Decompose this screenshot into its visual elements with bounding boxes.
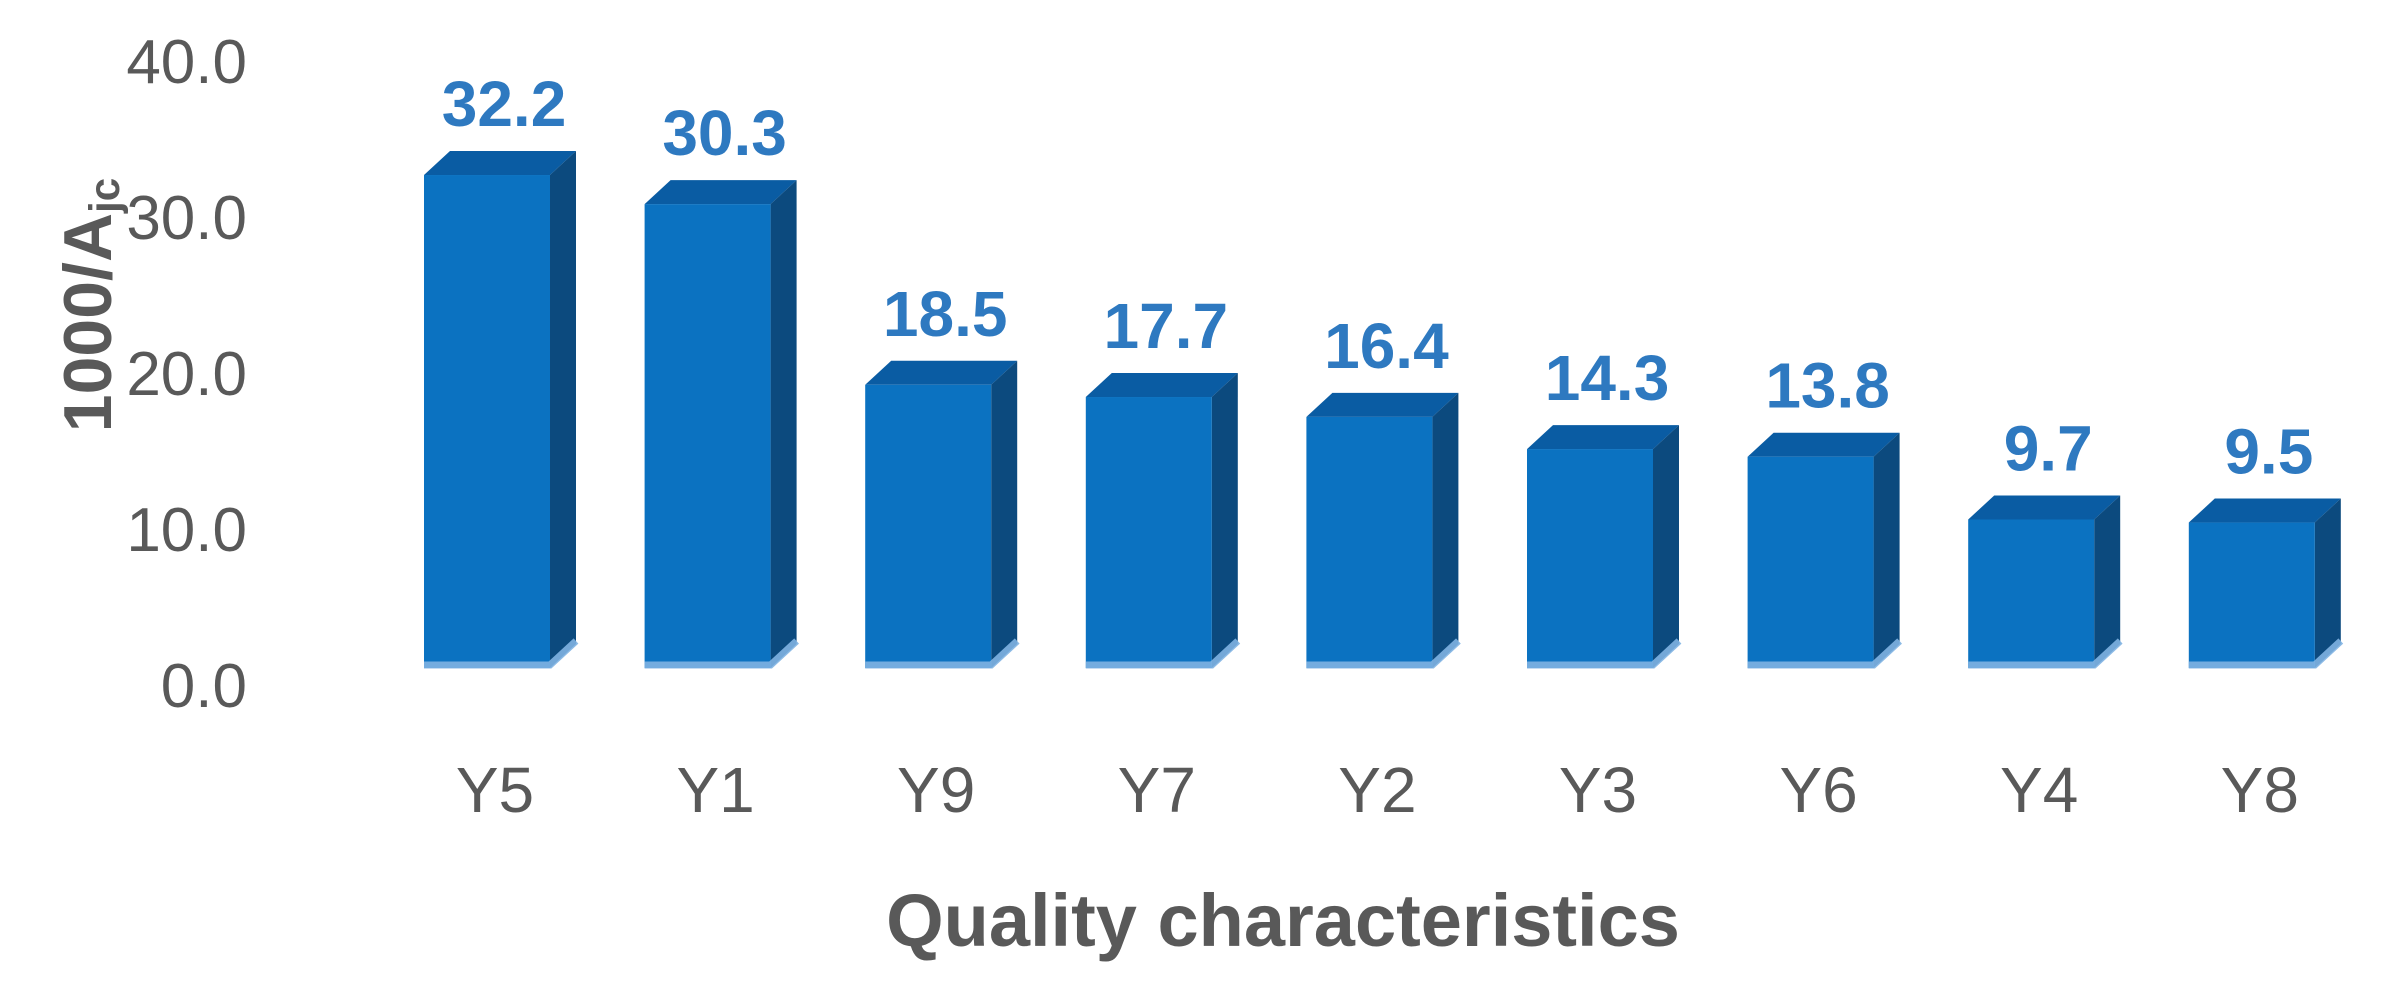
bar-bottom-edge [1747, 638, 1902, 669]
y-tick-label: 10.0 [126, 496, 247, 565]
x-axis-title: Quality characteristics [886, 879, 1680, 962]
bar-front-face [1085, 397, 1212, 668]
bar-top-face [424, 151, 576, 176]
y-tick-label: 40.0 [126, 28, 247, 97]
bar-bottom-edge [1306, 638, 1461, 669]
bar-side-face [770, 180, 797, 668]
bar-side-face [1211, 373, 1238, 668]
bar-value-label: 9.5 [2224, 416, 2313, 488]
bar-value-label: 16.4 [1324, 310, 1449, 382]
x-category-label: Y5 [456, 754, 534, 826]
bar-side-face [991, 360, 1018, 668]
bar-bottom-edge [1968, 638, 2123, 669]
bar-bottom-edge [865, 638, 1020, 669]
bar-side-face [2314, 498, 2341, 668]
bar-top-face [1306, 392, 1459, 417]
x-category-label: Y3 [1559, 754, 1637, 826]
x-category-label: Y6 [1779, 754, 1857, 826]
bar-top-face [865, 360, 1018, 385]
bar-front-face [1968, 519, 2095, 668]
bar-bottom-edge [1085, 638, 1241, 669]
bar-bottom-edge [2188, 638, 2344, 669]
bar-value-label: 17.7 [1104, 290, 1229, 362]
x-category-label: Y2 [1338, 754, 1416, 826]
bar-front-face [424, 175, 550, 668]
bar-side-face [1653, 425, 1679, 668]
bar-top-face [644, 180, 797, 205]
x-category-label: Y7 [1118, 754, 1196, 826]
bar-front-face [1747, 456, 1874, 668]
bar-bottom-edge [644, 638, 799, 669]
y-tick-label: 30.0 [126, 184, 247, 253]
bar-bottom-edge [424, 638, 579, 669]
x-category-label: Y4 [2000, 754, 2078, 826]
x-category-label: Y8 [2221, 754, 2299, 826]
y-tick-label: 0.0 [161, 652, 247, 721]
bar-front-face [1527, 449, 1653, 668]
bar-top-face [2188, 498, 2341, 523]
x-category-label: Y9 [897, 754, 975, 826]
bar-value-label: 18.5 [883, 278, 1008, 350]
bar-top-face [1527, 425, 1679, 450]
bar-value-label: 32.2 [442, 68, 567, 140]
bar-front-face [2188, 522, 2315, 668]
bar-top-face [1968, 495, 2121, 520]
bar-top-face [1747, 432, 1900, 457]
y-tick-label: 20.0 [126, 340, 247, 409]
bar-front-face [644, 204, 771, 668]
bar-front-face [1306, 416, 1433, 668]
x-category-label: Y1 [676, 754, 754, 826]
bar-side-face [1432, 392, 1459, 668]
bar-side-face [1873, 432, 1900, 668]
bar-side-face [2094, 495, 2121, 668]
bar-bottom-edge [1527, 638, 1682, 669]
bar-value-label: 14.3 [1545, 342, 1670, 414]
bar-top-face [1085, 373, 1238, 398]
bar-front-face [865, 384, 992, 668]
bar-value-label: 30.3 [662, 97, 787, 169]
bar-side-face [550, 151, 576, 668]
bar-value-label: 13.8 [1765, 350, 1890, 422]
bar-value-label: 9.7 [2004, 412, 2093, 484]
